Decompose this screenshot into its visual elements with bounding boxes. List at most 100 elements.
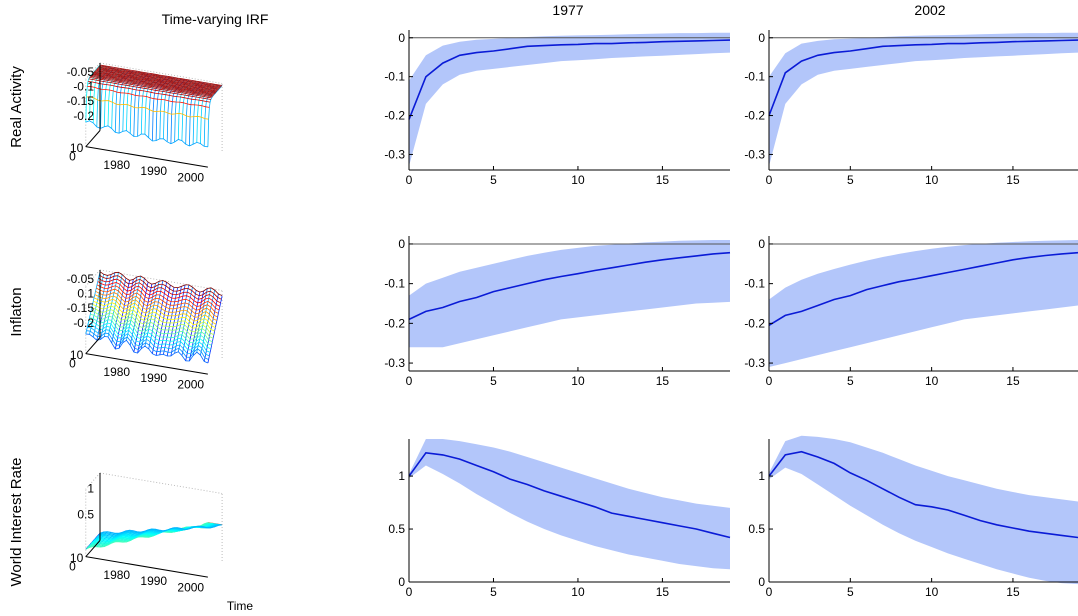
surface-mesh-line bbox=[94, 294, 218, 321]
surface-mesh-line bbox=[89, 317, 212, 346]
y-tick-label: -0.1 bbox=[744, 277, 765, 291]
row-label-world-interest-rate: World Interest Rate bbox=[8, 458, 25, 587]
x-tick-label: 0 bbox=[766, 374, 773, 388]
irf-panel-inflation-1977: 0 5 10 15 0 -0.1 -0.2 -0.3 bbox=[384, 236, 731, 388]
x-tick-label: 5 bbox=[490, 173, 497, 187]
surface-mesh-line bbox=[99, 65, 222, 87]
surface-mesh-line bbox=[100, 272, 116, 340]
x-tick-label: 0 bbox=[406, 173, 413, 187]
y-tick-label: 0 bbox=[758, 237, 765, 251]
irf-panel-inflation-2002: 0 5 10 15 0 -0.1 -0.2 -0.3 bbox=[744, 236, 1078, 388]
irf-median-line bbox=[768, 450, 1078, 539]
surface-mesh-line bbox=[92, 73, 215, 95]
irf-median-line bbox=[768, 251, 1078, 326]
surface-mesh-line bbox=[89, 274, 105, 335]
surface-grid-line bbox=[99, 472, 223, 494]
surface-mesh-line bbox=[126, 275, 142, 341]
surface-mesh-line bbox=[87, 323, 211, 353]
surface-horizon-tick-label: 0 bbox=[69, 150, 76, 164]
surface-z-tick-label: -0.05 bbox=[67, 272, 95, 286]
y-tick-label: -0.2 bbox=[384, 109, 405, 123]
x-tick-label: 15 bbox=[656, 374, 670, 388]
surface-mesh-line bbox=[88, 78, 211, 100]
surface-horizon-tick-label: 10 bbox=[70, 551, 84, 565]
surface-horizon-tick-label: 0 bbox=[69, 560, 76, 574]
y-tick-label: 0 bbox=[398, 31, 405, 45]
surface-mesh-line bbox=[90, 313, 213, 343]
y-tick-label: 0 bbox=[398, 575, 405, 589]
y-tick-label: -0.3 bbox=[744, 147, 765, 161]
surface-mesh-line bbox=[200, 290, 216, 356]
y-tick-label: 0 bbox=[758, 575, 765, 589]
surface-mesh-line bbox=[129, 278, 145, 346]
y-tick-label: -0.3 bbox=[744, 356, 765, 370]
surface-z-tick-label: -0.1 bbox=[73, 79, 94, 93]
surface-z-tick-label: -0.15 bbox=[67, 301, 95, 315]
surface-mesh-line bbox=[144, 281, 160, 347]
x-tick-label: 15 bbox=[1006, 374, 1020, 388]
surface-mesh-line bbox=[87, 85, 210, 108]
y-tick-label: -0.1 bbox=[384, 277, 405, 291]
surface-mesh-line bbox=[140, 283, 156, 349]
surface-mesh-line bbox=[85, 120, 208, 148]
surface-mesh-line bbox=[96, 284, 220, 311]
surface-mesh-line bbox=[97, 67, 220, 89]
surface-mesh-line bbox=[91, 74, 214, 96]
surface-mesh-line bbox=[152, 282, 167, 354]
y-tick-label: 0.5 bbox=[748, 522, 765, 536]
irf-panel-world-interest-rate-1977: 0 5 10 15 0 0.5 1 bbox=[388, 439, 731, 599]
surface-mesh-line bbox=[159, 287, 175, 355]
y-tick-label: 1 bbox=[398, 469, 405, 483]
x-tick-label: 0 bbox=[406, 585, 413, 599]
surface-mesh-line bbox=[207, 295, 223, 364]
irf-panel-world-interest-rate-2002: 0 5 10 15 0 0.5 1 bbox=[748, 435, 1078, 599]
surface-z-tick-label: -0.2 bbox=[73, 316, 94, 330]
surface-horizon-tick-label: 10 bbox=[70, 348, 84, 362]
surface-mesh-line bbox=[95, 290, 218, 318]
surface-time-tick-label: 2000 bbox=[177, 377, 204, 391]
surface-mesh-line bbox=[86, 96, 209, 120]
x-tick-label: 5 bbox=[490, 374, 497, 388]
x-tick-label: 10 bbox=[571, 374, 585, 388]
surface-horizon-axis bbox=[85, 130, 101, 147]
surface-mesh-line bbox=[90, 74, 214, 97]
surface-mesh-line bbox=[87, 327, 210, 357]
surface-time-tick-label: 2000 bbox=[177, 580, 204, 594]
surface-mesh-line bbox=[99, 524, 223, 534]
x-tick-label: 5 bbox=[847, 585, 854, 599]
y-tick-label: -0.2 bbox=[744, 109, 765, 123]
irf-median-line bbox=[768, 39, 1078, 116]
surface-mesh-line bbox=[85, 271, 101, 335]
x-tick-label: 0 bbox=[766, 585, 773, 599]
surface-mesh-line bbox=[90, 75, 213, 98]
confidence-band bbox=[769, 240, 1078, 367]
surface-z-tick-label: 1 bbox=[87, 482, 94, 496]
confidence-band bbox=[769, 435, 1078, 585]
surface-time-tick-label: 1980 bbox=[103, 365, 130, 379]
x-tick-label: 5 bbox=[490, 585, 497, 599]
surface-time-tick-label: 2000 bbox=[177, 170, 204, 184]
surface-time-axis bbox=[85, 556, 208, 578]
surface-mesh-line bbox=[96, 68, 220, 90]
surface-mesh-line bbox=[93, 297, 217, 325]
row-label-real-activity: Real Activity bbox=[8, 66, 25, 148]
surface-time-tick-label: 1980 bbox=[103, 568, 130, 582]
surface-z-tick-label: -0.15 bbox=[67, 94, 95, 108]
row-label-inflation: Inflaton bbox=[8, 287, 25, 336]
surface-horizon-tick-label: 0 bbox=[69, 357, 76, 371]
surface-mesh-line bbox=[99, 271, 223, 297]
surface-time-tick-label: 1990 bbox=[140, 164, 167, 178]
surface-grid-line bbox=[85, 472, 101, 490]
surface-mesh-line bbox=[93, 300, 216, 328]
surface-time-axis bbox=[85, 146, 208, 168]
surface-panel-inflation: -0.050.1-0.15-0.2 100 1980 1990 2000 bbox=[67, 269, 223, 391]
x-tick-label: 10 bbox=[925, 374, 939, 388]
surface-mesh-line bbox=[98, 66, 221, 88]
y-tick-label: 0.5 bbox=[388, 522, 405, 536]
confidence-band bbox=[769, 32, 1078, 167]
surface-mesh-line bbox=[90, 310, 214, 339]
surface-time-axis bbox=[85, 353, 208, 375]
x-tick-label: 10 bbox=[571, 173, 585, 187]
x-tick-label: 10 bbox=[571, 585, 585, 599]
surface-mesh-line bbox=[185, 292, 201, 361]
